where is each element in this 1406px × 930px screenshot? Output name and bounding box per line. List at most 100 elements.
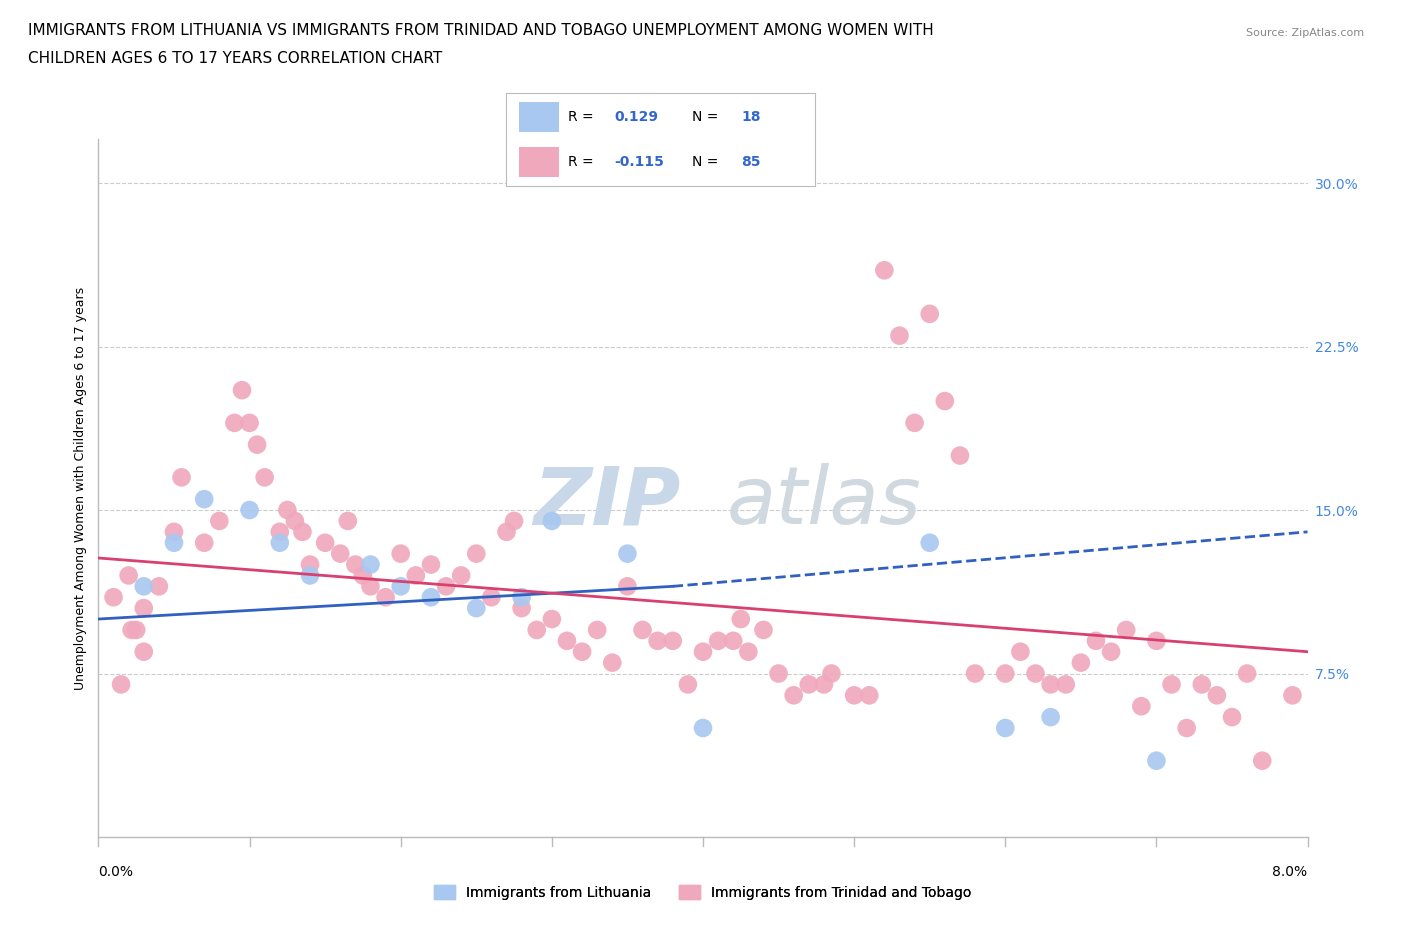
Point [434, 578, 457, 593]
Point [1070, 656, 1092, 671]
Point [616, 578, 638, 593]
Point [994, 721, 1017, 736]
Text: 8.0%: 8.0% [1272, 865, 1308, 879]
Point [526, 622, 548, 637]
Point [541, 513, 564, 528]
Point [676, 677, 699, 692]
Point [224, 416, 246, 431]
Point [723, 633, 745, 648]
Point [889, 328, 911, 343]
Point [737, 644, 759, 659]
Point [276, 502, 298, 517]
Point [420, 557, 443, 572]
Point [389, 546, 412, 561]
Point [239, 416, 262, 431]
Point [503, 513, 526, 528]
Point [782, 688, 804, 703]
Point [707, 633, 730, 648]
Text: ZIP: ZIP [533, 463, 681, 541]
Point [1251, 753, 1274, 768]
Point [299, 557, 322, 572]
Point [163, 536, 186, 551]
Point [647, 633, 669, 648]
Point [389, 578, 412, 593]
Point [132, 644, 155, 659]
Point [465, 601, 488, 616]
Point [873, 263, 896, 278]
Point [1115, 622, 1137, 637]
Point [1191, 677, 1213, 692]
Y-axis label: Unemployment Among Women with Children Ages 6 to 17 years: Unemployment Among Women with Children A… [75, 286, 87, 690]
Point [1010, 644, 1032, 659]
Point [253, 470, 276, 485]
Point [208, 513, 231, 528]
Point [420, 590, 443, 604]
Point [374, 590, 396, 604]
Point [269, 525, 291, 539]
Point [352, 568, 374, 583]
Text: IMMIGRANTS FROM LITHUANIA VS IMMIGRANTS FROM TRINIDAD AND TOBAGO UNEMPLOYMENT AM: IMMIGRANTS FROM LITHUANIA VS IMMIGRANTS … [28, 23, 934, 38]
Point [1236, 666, 1258, 681]
Point [1281, 688, 1303, 703]
Point [481, 590, 503, 604]
Point [336, 513, 359, 528]
Point [269, 536, 291, 551]
Point [571, 644, 593, 659]
Point [1146, 633, 1168, 648]
Point [510, 590, 533, 604]
Point [110, 677, 132, 692]
Text: N =: N = [692, 154, 723, 169]
Point [118, 568, 141, 583]
Point [1054, 677, 1077, 692]
Point [1085, 633, 1108, 648]
FancyBboxPatch shape [519, 102, 558, 132]
Point [586, 622, 609, 637]
Point [405, 568, 427, 583]
Point [602, 656, 624, 671]
Point [813, 677, 835, 692]
Point [465, 546, 488, 561]
Point [1146, 753, 1168, 768]
Text: 18: 18 [741, 110, 761, 125]
Point [918, 307, 941, 322]
Point [329, 546, 352, 561]
Point [1039, 710, 1062, 724]
Point [1175, 721, 1198, 736]
Point [231, 383, 253, 398]
Point [904, 416, 927, 431]
Point [858, 688, 880, 703]
Point [360, 578, 382, 593]
Text: atlas: atlas [727, 463, 921, 541]
Point [495, 525, 517, 539]
Text: N =: N = [692, 110, 723, 125]
Point [132, 578, 155, 593]
Point [1024, 666, 1046, 681]
Point [314, 536, 336, 551]
Text: R =: R = [568, 154, 598, 169]
Text: -0.115: -0.115 [614, 154, 664, 169]
Point [1160, 677, 1182, 692]
Point [344, 557, 367, 572]
Point [662, 633, 685, 648]
Point [284, 513, 307, 528]
Point [246, 437, 269, 452]
Point [768, 666, 790, 681]
Point [752, 622, 775, 637]
Point [631, 622, 654, 637]
Point [360, 557, 382, 572]
Point [103, 590, 125, 604]
Point [163, 525, 186, 539]
FancyBboxPatch shape [519, 147, 558, 177]
Point [291, 525, 314, 539]
Point [692, 644, 714, 659]
Text: 0.129: 0.129 [614, 110, 658, 125]
Point [510, 601, 533, 616]
Point [934, 393, 956, 408]
Text: Source: ZipAtlas.com: Source: ZipAtlas.com [1246, 28, 1364, 38]
Point [555, 633, 578, 648]
Point [193, 536, 215, 551]
Text: 0.0%: 0.0% [98, 865, 134, 879]
Text: CHILDREN AGES 6 TO 17 YEARS CORRELATION CHART: CHILDREN AGES 6 TO 17 YEARS CORRELATION … [28, 51, 443, 66]
Point [541, 612, 564, 627]
Point [239, 502, 262, 517]
